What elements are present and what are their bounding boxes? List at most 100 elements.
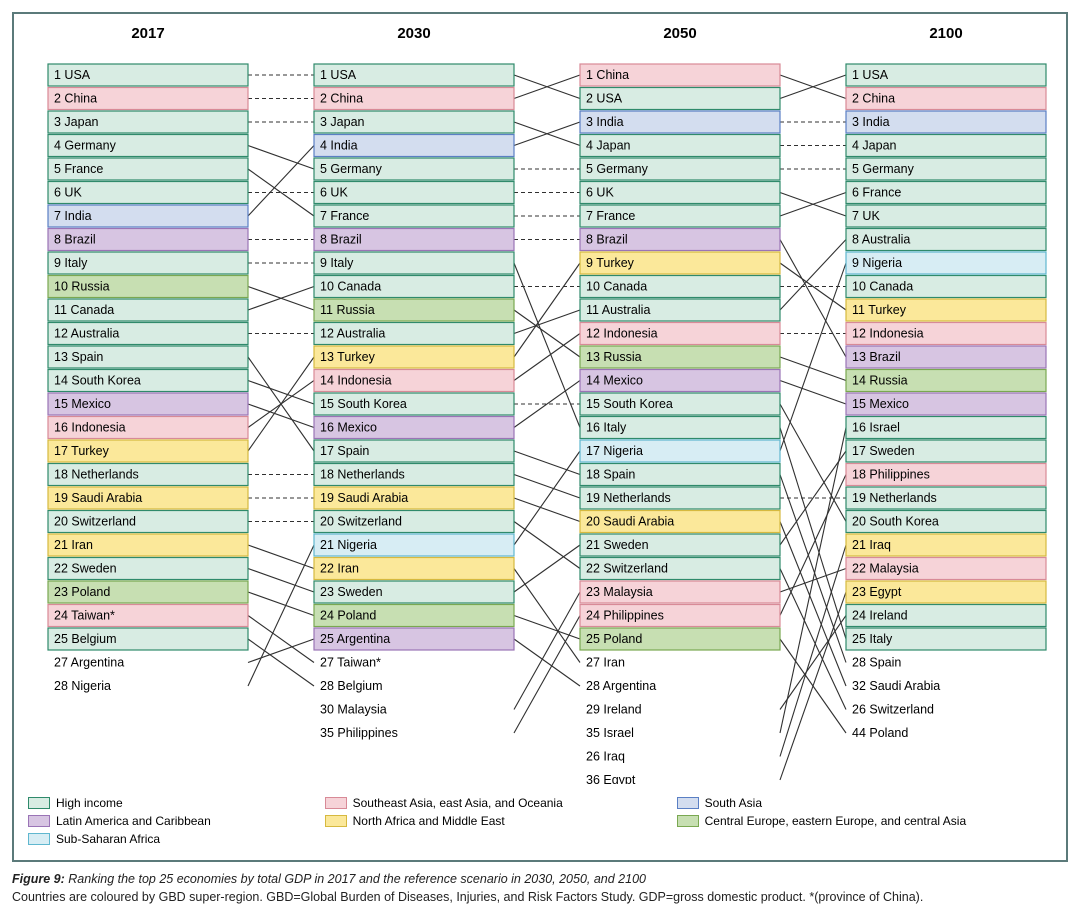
rank-label: 22 Switzerland <box>586 561 668 575</box>
caption-title: Ranking the top 25 economies by total GD… <box>68 872 646 886</box>
rank-label: 21 Nigeria <box>320 538 377 552</box>
rank-label: 18 Philippines <box>852 467 930 481</box>
rank-label: 15 Mexico <box>852 397 909 411</box>
rank-label: 10 Canada <box>586 279 647 293</box>
rank-label: 19 Netherlands <box>586 491 671 505</box>
rank-label: 14 Russia <box>852 373 908 387</box>
rank-label: 44 Poland <box>852 726 908 740</box>
rank-label: 20 South Korea <box>852 514 939 528</box>
rank-label: 20 Switzerland <box>54 514 136 528</box>
rank-label: 4 India <box>320 138 358 152</box>
rank-label: 25 Italy <box>852 632 893 646</box>
rank-label: 10 Canada <box>320 279 381 293</box>
rank-label: 2 China <box>320 91 363 105</box>
rank-label: 35 Philippines <box>320 726 398 740</box>
rank-label: 6 UK <box>54 185 82 199</box>
rank-label: 25 Argentina <box>320 632 390 646</box>
rank-label: 15 South Korea <box>586 397 673 411</box>
legend-swatch <box>325 797 347 809</box>
rank-label: 11 Turkey <box>852 303 907 317</box>
rank-label: 12 Australia <box>54 326 119 340</box>
rank-label: 7 France <box>586 209 635 223</box>
rank-label: 16 Mexico <box>320 420 377 434</box>
caption-label: Figure 9: <box>12 872 65 886</box>
rank-label: 18 Netherlands <box>54 467 139 481</box>
rank-label: 3 India <box>586 115 624 129</box>
legend-item: South Asia <box>677 796 1052 810</box>
rank-label: 12 Indonesia <box>586 326 658 340</box>
rank-label: 5 France <box>54 162 103 176</box>
legend: High income Southeast Asia, east Asia, an… <box>28 796 1052 846</box>
rank-label: 23 Egypt <box>852 585 902 599</box>
rank-label: 8 Australia <box>852 232 910 246</box>
rank-label: 12 Indonesia <box>852 326 924 340</box>
rank-label: 7 India <box>54 209 92 223</box>
legend-label: Latin America and Caribbean <box>56 814 211 828</box>
legend-item: Latin America and Caribbean <box>28 814 297 828</box>
rank-label: 4 Japan <box>586 138 631 152</box>
year-header: 2100 <box>929 25 962 42</box>
chart-frame: 20171 USA2 China3 Japan4 Germany5 France… <box>12 12 1068 862</box>
legend-item: North Africa and Middle East <box>325 814 649 828</box>
rank-label: 28 Belgium <box>320 679 383 693</box>
rank-label: 15 Mexico <box>54 397 111 411</box>
rank-label: 26 Iraq <box>586 749 625 763</box>
rank-label: 8 Brazil <box>54 232 96 246</box>
rank-label: 11 Russia <box>320 303 375 317</box>
legend-label: Central Europe, eastern Europe, and cent… <box>705 814 967 828</box>
rank-label: 7 France <box>320 209 369 223</box>
rank-label: 9 Italy <box>320 256 354 270</box>
rank-label: 28 Argentina <box>586 679 656 693</box>
ranking-bump-chart: 20171 USA2 China3 Japan4 Germany5 France… <box>28 24 1068 784</box>
rank-label: 18 Netherlands <box>320 467 405 481</box>
rank-label: 24 Ireland <box>852 608 908 622</box>
figure-caption: Figure 9: Ranking the top 25 economies b… <box>12 870 1068 906</box>
rank-label: 36 Egypt <box>586 773 636 784</box>
legend-label: Southeast Asia, east Asia, and Oceania <box>353 796 563 810</box>
rank-label: 6 UK <box>320 185 348 199</box>
rank-label: 3 Japan <box>320 115 365 129</box>
rank-label: 17 Nigeria <box>586 444 643 458</box>
rank-label: 6 UK <box>586 185 614 199</box>
rank-label: 17 Sweden <box>852 444 915 458</box>
rank-label: 8 Brazil <box>320 232 362 246</box>
rank-label: 28 Nigeria <box>54 679 111 693</box>
legend-label: South Asia <box>705 796 762 810</box>
rank-label: 1 USA <box>320 68 357 82</box>
rank-label: 21 Sweden <box>586 538 649 552</box>
rank-label: 14 Indonesia <box>320 373 392 387</box>
rank-label: 24 Taiwan* <box>54 608 115 622</box>
legend-label: High income <box>56 796 123 810</box>
rank-label: 10 Russia <box>54 279 110 293</box>
rank-label: 13 Turkey <box>320 350 376 364</box>
rank-label: 11 Australia <box>586 303 650 317</box>
rank-label: 23 Poland <box>54 585 110 599</box>
rank-label: 22 Malaysia <box>852 561 919 575</box>
rank-label: 2 USA <box>586 91 623 105</box>
rank-label: 24 Poland <box>320 608 376 622</box>
rank-label: 19 Netherlands <box>852 491 937 505</box>
rank-label: 8 Brazil <box>586 232 628 246</box>
rank-label: 20 Saudi Arabia <box>586 514 674 528</box>
rank-label: 25 Belgium <box>54 632 117 646</box>
rank-label: 19 Saudi Arabia <box>54 491 142 505</box>
rank-label: 6 France <box>852 185 901 199</box>
year-header: 2030 <box>397 25 430 42</box>
rank-label: 16 Italy <box>586 420 627 434</box>
rank-label: 3 India <box>852 115 890 129</box>
rank-label: 12 Australia <box>320 326 385 340</box>
rank-label: 28 Spain <box>852 655 901 669</box>
legend-swatch <box>325 815 347 827</box>
rank-label: 27 Argentina <box>54 655 124 669</box>
rank-label: 26 Switzerland <box>852 702 934 716</box>
rank-label: 5 Germany <box>320 162 383 176</box>
rank-label: 35 Israel <box>586 726 634 740</box>
year-header: 2050 <box>663 25 696 42</box>
rank-label: 13 Russia <box>586 350 642 364</box>
legend-item: Sub-Saharan Africa <box>28 832 297 846</box>
rank-label: 5 Germany <box>586 162 649 176</box>
rank-label: 24 Philippines <box>586 608 664 622</box>
rank-label: 19 Saudi Arabia <box>320 491 408 505</box>
rank-label: 9 Nigeria <box>852 256 902 270</box>
rank-label: 16 Israel <box>852 420 900 434</box>
